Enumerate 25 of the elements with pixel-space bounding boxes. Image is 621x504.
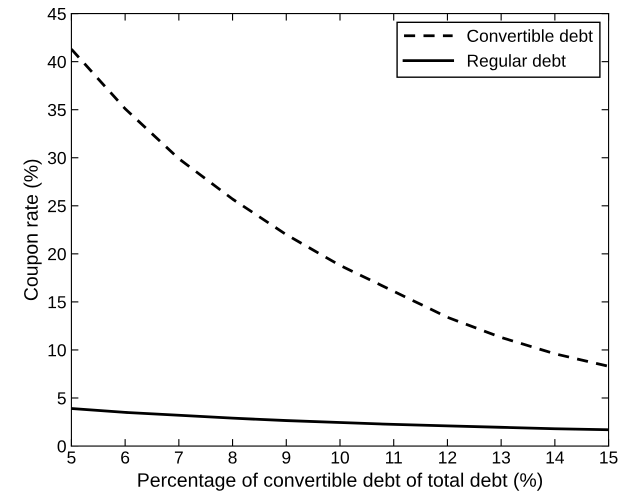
x-tick-label: 15 [600, 452, 618, 464]
x-axis-title: Percentage of convertible debt of total debt (%) [138, 472, 542, 491]
legend-label: Regular debt [468, 54, 566, 70]
x-tick-label: 8 [228, 451, 237, 464]
y-tick-label: 40 [48, 56, 66, 68]
x-tick-label: 13 [492, 451, 510, 464]
y-tick-label: 25 [48, 200, 66, 212]
y-tick-label: 20 [48, 248, 66, 260]
legend-label: Convertible debt [467, 29, 593, 42]
x-tick-label: 9 [282, 451, 290, 464]
y-tick-label: 15 [48, 296, 66, 308]
x-tick-label: 5 [67, 452, 76, 464]
y-tick-label: 0 [58, 440, 66, 452]
x-tick-label: 11 [386, 452, 402, 464]
x-tick-label: 7 [174, 452, 183, 464]
x-tick-label: 6 [121, 451, 130, 464]
y-tick-label: 45 [48, 8, 66, 20]
x-tick-label: 14 [546, 452, 564, 464]
y-tick-label: 5 [58, 392, 66, 404]
x-tick-label: 10 [332, 451, 349, 464]
x-tick-label: 12 [439, 451, 456, 464]
y-tick-label: 10 [48, 344, 66, 356]
y-tick-label: 35 [48, 104, 66, 116]
y-axis-title: Coupon rate (%) [24, 160, 42, 300]
y-tick-label: 30 [48, 152, 66, 164]
